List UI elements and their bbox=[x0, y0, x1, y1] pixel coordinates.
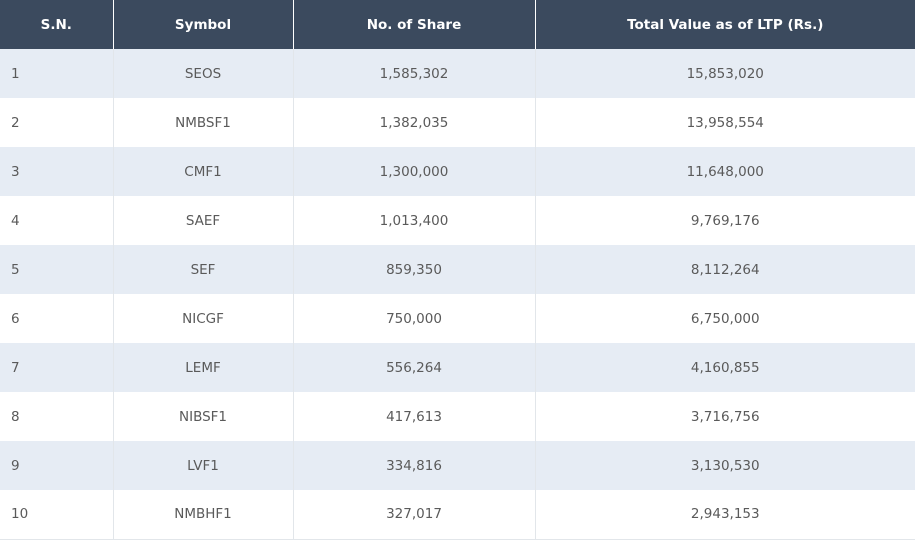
header-row: S.N. Symbol No. of Share Total Value as … bbox=[0, 0, 915, 49]
table-row: 10 NMBHF1 327,017 2,943,153 bbox=[0, 490, 915, 540]
cell-value: 4,160,855 bbox=[535, 343, 915, 392]
cell-sn: 5 bbox=[0, 245, 114, 294]
cell-shares: 327,017 bbox=[293, 490, 536, 540]
cell-shares: 417,613 bbox=[293, 392, 536, 441]
header-value: Total Value as of LTP (Rs.) bbox=[535, 0, 915, 49]
cell-symbol: LVF1 bbox=[113, 441, 294, 490]
cell-shares: 556,264 bbox=[293, 343, 536, 392]
cell-symbol: NIBSF1 bbox=[113, 392, 294, 441]
table-header: S.N. Symbol No. of Share Total Value as … bbox=[0, 0, 915, 49]
cell-symbol: SAEF bbox=[113, 196, 294, 245]
cell-value: 3,716,756 bbox=[535, 392, 915, 441]
cell-symbol: SEOS bbox=[113, 49, 294, 98]
table-row: 3 CMF1 1,300,000 11,648,000 bbox=[0, 147, 915, 196]
cell-sn: 9 bbox=[0, 441, 114, 490]
table-row: 7 LEMF 556,264 4,160,855 bbox=[0, 343, 915, 392]
cell-sn: 4 bbox=[0, 196, 114, 245]
cell-sn: 8 bbox=[0, 392, 114, 441]
cell-sn: 10 bbox=[0, 490, 114, 540]
cell-sn: 2 bbox=[0, 98, 114, 147]
cell-sn: 1 bbox=[0, 49, 114, 98]
cell-symbol: NMBSF1 bbox=[113, 98, 294, 147]
table-row: 6 NICGF 750,000 6,750,000 bbox=[0, 294, 915, 343]
cell-value: 9,769,176 bbox=[535, 196, 915, 245]
table-row: 9 LVF1 334,816 3,130,530 bbox=[0, 441, 915, 490]
table-row: 2 NMBSF1 1,382,035 13,958,554 bbox=[0, 98, 915, 147]
cell-sn: 7 bbox=[0, 343, 114, 392]
cell-value: 8,112,264 bbox=[535, 245, 915, 294]
cell-shares: 1,013,400 bbox=[293, 196, 536, 245]
header-symbol: Symbol bbox=[113, 0, 294, 49]
cell-symbol: NMBHF1 bbox=[113, 490, 294, 540]
cell-value: 13,958,554 bbox=[535, 98, 915, 147]
cell-value: 11,648,000 bbox=[535, 147, 915, 196]
header-shares: No. of Share bbox=[293, 0, 536, 49]
cell-value: 15,853,020 bbox=[535, 49, 915, 98]
cell-sn: 6 bbox=[0, 294, 114, 343]
cell-value: 3,130,530 bbox=[535, 441, 915, 490]
cell-symbol: NICGF bbox=[113, 294, 294, 343]
table-row: 4 SAEF 1,013,400 9,769,176 bbox=[0, 196, 915, 245]
cell-shares: 1,585,302 bbox=[293, 49, 536, 98]
cell-value: 6,750,000 bbox=[535, 294, 915, 343]
cell-sn: 3 bbox=[0, 147, 114, 196]
cell-shares: 1,300,000 bbox=[293, 147, 536, 196]
cell-value: 2,943,153 bbox=[535, 490, 915, 540]
header-sn: S.N. bbox=[0, 0, 114, 49]
table-row: 1 SEOS 1,585,302 15,853,020 bbox=[0, 49, 915, 98]
table-body: 1 SEOS 1,585,302 15,853,020 2 NMBSF1 1,3… bbox=[0, 49, 915, 540]
cell-shares: 859,350 bbox=[293, 245, 536, 294]
cell-shares: 1,382,035 bbox=[293, 98, 536, 147]
cell-shares: 750,000 bbox=[293, 294, 536, 343]
table-row: 8 NIBSF1 417,613 3,716,756 bbox=[0, 392, 915, 441]
table-row: 5 SEF 859,350 8,112,264 bbox=[0, 245, 915, 294]
cell-symbol: SEF bbox=[113, 245, 294, 294]
cell-shares: 334,816 bbox=[293, 441, 536, 490]
cell-symbol: CMF1 bbox=[113, 147, 294, 196]
cell-symbol: LEMF bbox=[113, 343, 294, 392]
